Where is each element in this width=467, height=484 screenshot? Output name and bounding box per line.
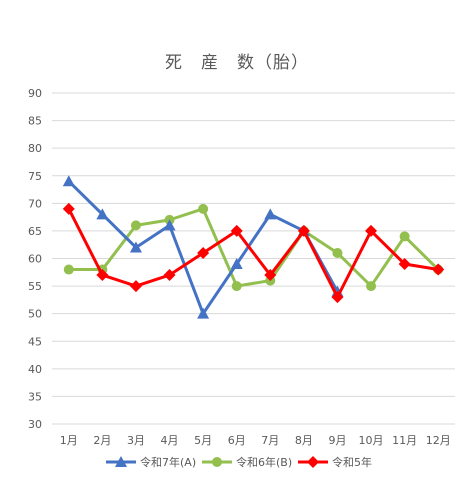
y-tick-label: 70: [28, 197, 42, 210]
series-line: [68, 207, 440, 288]
y-tick-label: 50: [28, 308, 42, 321]
data-point: [366, 281, 377, 292]
x-axis: 1月 2月 3月 4月 5月 6月 7月 8月 9月 10月 11月 12月: [60, 434, 451, 447]
data-point: [365, 224, 378, 237]
data-point: [264, 208, 277, 220]
data-point: [264, 269, 277, 282]
data-point: [63, 264, 74, 275]
series-line: [67, 208, 439, 299]
x-tick-label: 11月: [392, 434, 417, 447]
data-point: [399, 231, 410, 242]
data-point: [130, 220, 141, 231]
data-point: [231, 281, 242, 292]
data-point: [129, 241, 142, 253]
data-point: [197, 307, 210, 319]
legend: 令和7年(A) 令和6年(B) 令和5年: [106, 455, 372, 469]
data-point: [198, 203, 209, 214]
data-point: [163, 269, 176, 282]
series-3: [62, 202, 445, 304]
y-tick-label: 75: [28, 170, 42, 183]
y-tick-label: 85: [28, 115, 42, 128]
chart-title: 死 産 数（胎）: [165, 53, 309, 73]
y-axis: 30 35 40 45 50 55 60 65 70 75 80 85 90: [28, 87, 42, 431]
data-point: [230, 224, 243, 237]
data-point: [96, 208, 109, 220]
legend-label: 令和6年(B): [236, 455, 292, 469]
x-tick-label: 10月: [359, 434, 384, 447]
data-point: [62, 175, 75, 187]
legend-marker: [212, 457, 222, 467]
y-tick-label: 65: [28, 225, 42, 238]
y-tick-label: 80: [28, 142, 42, 155]
y-tick-label: 40: [28, 363, 42, 376]
data-point: [398, 258, 411, 271]
legend-marker: [307, 456, 319, 468]
data-point: [432, 263, 445, 276]
y-tick-label: 60: [28, 253, 42, 266]
x-tick-label: 4月: [161, 434, 179, 447]
y-tick-label: 45: [28, 335, 42, 348]
data-point: [331, 291, 344, 304]
legend-item: 令和6年(B): [202, 455, 292, 469]
y-tick-label: 90: [28, 87, 42, 100]
legend-marker: [115, 456, 127, 467]
legend-label: 令和7年(A): [140, 455, 196, 469]
gridlines: [52, 92, 455, 425]
x-tick-label: 5月: [194, 434, 212, 447]
legend-label: 令和5年: [332, 455, 372, 469]
data-point: [163, 219, 176, 231]
legend-item: 令和7年(A): [106, 455, 196, 469]
x-tick-label: 7月: [261, 434, 279, 447]
data-point: [62, 202, 75, 215]
x-tick-label: 12月: [426, 434, 451, 447]
x-tick-label: 8月: [295, 434, 313, 447]
x-tick-label: 1月: [60, 434, 78, 447]
y-tick-label: 30: [28, 418, 42, 431]
series-1: [62, 175, 344, 319]
y-tick-label: 55: [28, 280, 42, 293]
data-point: [96, 269, 109, 282]
y-tick-label: 35: [28, 390, 42, 403]
x-tick-label: 2月: [93, 434, 111, 447]
data-point: [197, 246, 210, 259]
x-tick-label: 3月: [127, 434, 145, 447]
data-point: [332, 247, 343, 258]
data-point: [297, 224, 310, 237]
data-point: [129, 280, 142, 293]
x-tick-label: 9月: [328, 434, 346, 447]
series-group: [62, 175, 445, 319]
x-tick-label: 6月: [228, 434, 246, 447]
legend-item: 令和5年: [298, 455, 372, 469]
data-point: [230, 258, 243, 270]
